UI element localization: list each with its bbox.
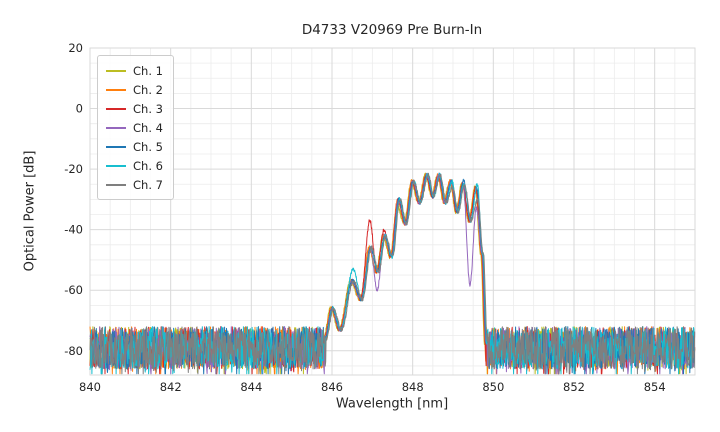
- legend-line-swatch: [106, 145, 126, 148]
- legend-line-swatch: [106, 88, 126, 91]
- y-tick-label: 20: [68, 41, 83, 55]
- plot-border: [89, 47, 696, 376]
- legend-item: Ch. 2: [106, 80, 163, 99]
- legend-line-swatch: [106, 126, 126, 129]
- y-tick-label: 0: [76, 102, 83, 116]
- series-lines: [89, 172, 696, 375]
- x-tick-label: 842: [160, 380, 182, 394]
- chart-title: D4733 V20969 Pre Burn-In: [301, 22, 483, 38]
- legend-item: Ch. 1: [106, 61, 163, 80]
- legend-line-swatch: [106, 183, 126, 186]
- legend-line-swatch: [106, 69, 126, 72]
- legend-label: Ch. 3: [133, 101, 163, 116]
- legend-label: Ch. 1: [133, 63, 163, 78]
- legend-label: Ch. 5: [133, 139, 163, 154]
- x-axis-label: Wavelength [nm]: [335, 396, 449, 412]
- legend-label: Ch. 2: [133, 82, 163, 97]
- legend-line-swatch: [106, 107, 126, 110]
- y-axis-label: Optical Power [dB]: [22, 150, 38, 272]
- legend-label: Ch. 4: [133, 120, 163, 135]
- legend-item: Ch. 3: [106, 99, 163, 118]
- x-tick-label: 854: [644, 380, 666, 394]
- legend-line-swatch: [106, 164, 126, 167]
- x-tick-label: 850: [482, 380, 504, 394]
- y-tick-label: -60: [64, 283, 83, 297]
- legend: Ch. 1 Ch. 2 Ch. 3 Ch. 4 Ch. 5 Ch. 6 Ch. 7: [97, 55, 174, 200]
- x-tick-label: 852: [563, 380, 585, 394]
- x-tick-label: 844: [240, 380, 262, 394]
- y-tick-label: -40: [64, 223, 83, 237]
- x-tick-label: 846: [321, 380, 343, 394]
- tick-labels: 840 842 844 846 848 850 852 854 20 0 -20 -40 -60 -80: [64, 41, 665, 394]
- series-line-ch-7: [89, 172, 696, 375]
- grid-minor: [90, 48, 696, 375]
- legend-item: Ch. 6: [106, 156, 163, 175]
- y-tick-label: -20: [64, 162, 83, 176]
- legend-item: Ch. 7: [106, 175, 163, 194]
- x-tick-label: 848: [402, 380, 424, 394]
- y-tick-label: -80: [64, 344, 83, 358]
- legend-label: Ch. 7: [133, 177, 163, 192]
- x-tick-label: 840: [79, 380, 101, 394]
- legend-item: Ch. 5: [106, 137, 163, 156]
- legend-label: Ch. 6: [133, 158, 163, 173]
- legend-item: Ch. 4: [106, 118, 163, 137]
